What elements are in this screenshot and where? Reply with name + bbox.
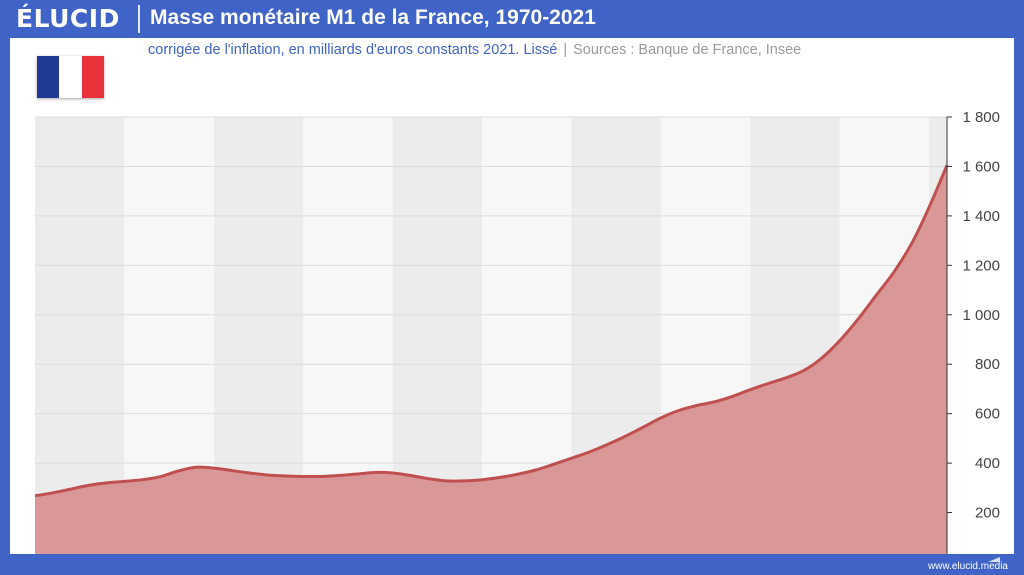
series-line xyxy=(34,164,949,498)
y-tick-label: 1 600 xyxy=(962,158,1000,175)
elucid-mark-icon xyxy=(988,557,1000,562)
chart-subtitle: corrigée de l'inflation, en milliards d'… xyxy=(148,42,801,58)
sources-text: Sources : Banque de France, Insee xyxy=(573,42,802,58)
footer-url[interactable]: www.elucid.media xyxy=(927,561,1008,572)
y-tick-label: 200 xyxy=(975,505,1000,522)
series-area xyxy=(35,165,947,554)
header-divider xyxy=(138,5,140,33)
y-tick-label: 1 200 xyxy=(962,257,1000,274)
flag-stripe-blue xyxy=(37,56,60,98)
y-tick-label: 800 xyxy=(975,356,1000,373)
y-tick-label: 1 000 xyxy=(962,307,1000,324)
y-tick-label: 1 800 xyxy=(962,109,1000,126)
y-tick-label: 400 xyxy=(975,455,1000,472)
y-tick-label: 1 400 xyxy=(962,208,1000,225)
france-flag-icon xyxy=(37,56,104,98)
flag-stripe-red xyxy=(81,56,104,98)
chart-panel: corrigée de l'inflation, en milliards d'… xyxy=(10,38,1014,554)
subtitle-separator: | xyxy=(563,42,568,58)
elucid-logo[interactable]: ÉLUCID xyxy=(16,4,120,33)
header: ÉLUCID Masse monétaire M1 de la France, … xyxy=(0,0,1024,38)
m1-area-chart: 1970197519801985199019952000200520102015… xyxy=(34,109,1000,554)
subtitle-text: corrigée de l'inflation, en milliards d'… xyxy=(148,42,558,58)
chart-title: Masse monétaire M1 de la France, 1970-20… xyxy=(150,6,596,29)
flag-stripe-white xyxy=(59,56,82,98)
y-tick-label: 600 xyxy=(975,406,1000,423)
